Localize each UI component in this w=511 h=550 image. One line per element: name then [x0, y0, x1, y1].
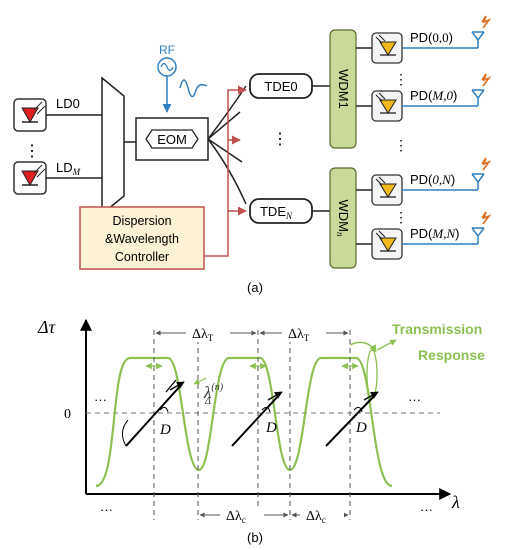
caption-b: (b) — [247, 530, 263, 545]
pd-ellipsis-3: ⋮ — [394, 209, 408, 225]
controller-line-2: &Wavelength — [105, 232, 179, 246]
slope-label-2: D — [265, 420, 277, 436]
rf-waveform — [179, 79, 208, 98]
antenna-icons — [471, 15, 492, 244]
bottom-spacing-label-2: Δλc — [306, 509, 326, 525]
laser-diode-0: LD0 — [13, 96, 102, 132]
dispersion-slopes — [125, 383, 377, 447]
eom-label: EOM — [157, 132, 187, 147]
photodiode-0-n: PD(0,N) — [371, 172, 478, 206]
dots-left-top: ··· — [94, 392, 107, 407]
transmission-curve — [95, 356, 393, 488]
photodiode-m-0: PD(M,0) — [371, 88, 478, 122]
slope-tuning-arrows — [165, 379, 379, 401]
tden-label: TDEN — [260, 204, 293, 221]
slope-label-1: D — [159, 422, 171, 438]
pd-ellipsis-2: ⋮ — [394, 137, 408, 153]
wdmn-block — [329, 167, 357, 269]
dots-left-bottom: ··· — [100, 502, 113, 517]
channel-boundary-lines — [153, 330, 351, 520]
pd-00-label: PD(0,0) — [410, 30, 453, 45]
zero-label: 0 — [64, 407, 71, 422]
dots-right-bottom: ··· — [420, 502, 433, 517]
wdm1-block — [329, 29, 357, 149]
bottom-spacing-label-1: Δλc — [226, 509, 246, 525]
top-spacing-label-2: ΔλT — [288, 327, 310, 343]
x-axis-label: λ — [451, 492, 460, 512]
ld0-label: LD0 — [56, 96, 80, 111]
slope-angle-marks — [122, 406, 363, 447]
pd-ellipsis-1: ⋮ — [394, 71, 408, 87]
caption-a: (a) — [247, 280, 263, 295]
system-diagram: LD0 ⋮ LDM RF EOM ⋮ — [13, 15, 492, 295]
control-line-tde0 — [204, 85, 247, 257]
rf-label: RF — [159, 43, 175, 57]
pd-mn-label: PD(M,N) — [410, 226, 459, 241]
photodiode-0-0: PD(0,0) — [371, 30, 478, 64]
dots-right-top: ··· — [408, 392, 421, 407]
y-axis-label: Δτ — [37, 317, 56, 337]
controller-line-1: Dispersion — [112, 214, 171, 228]
photodiode-m-n: PD(M,N) — [371, 226, 478, 260]
ldm-label: LDM — [56, 160, 81, 177]
wdm1-label: WDM1 — [336, 69, 351, 109]
top-spacing-label-1: ΔλT — [192, 327, 214, 343]
transmission-plot: Δτ λ 0 Transmission Response ΔλT ΔλT — [37, 317, 485, 545]
ld-ellipsis: ⋮ — [24, 143, 40, 160]
slope-label-3: D — [355, 420, 367, 436]
tde-ellipsis: ⋮ — [272, 131, 288, 148]
transmission-label-1: Transmission — [392, 321, 482, 337]
wdmn-label: WDMn — [335, 200, 351, 238]
multiplexer — [101, 76, 125, 216]
controller-line-3: Controller — [115, 250, 169, 264]
pd-m0-label: PD(M,0) — [410, 88, 457, 103]
pd-0n-label: PD(0,N) — [410, 172, 455, 187]
transmission-label-2: Response — [418, 347, 485, 363]
dispersion-controller-box — [79, 206, 205, 270]
center-wavelength-label: λ(n) Δ — [203, 382, 224, 407]
tde0-label: TDE0 — [264, 79, 297, 94]
laser-diode-m: LDM — [13, 160, 102, 195]
